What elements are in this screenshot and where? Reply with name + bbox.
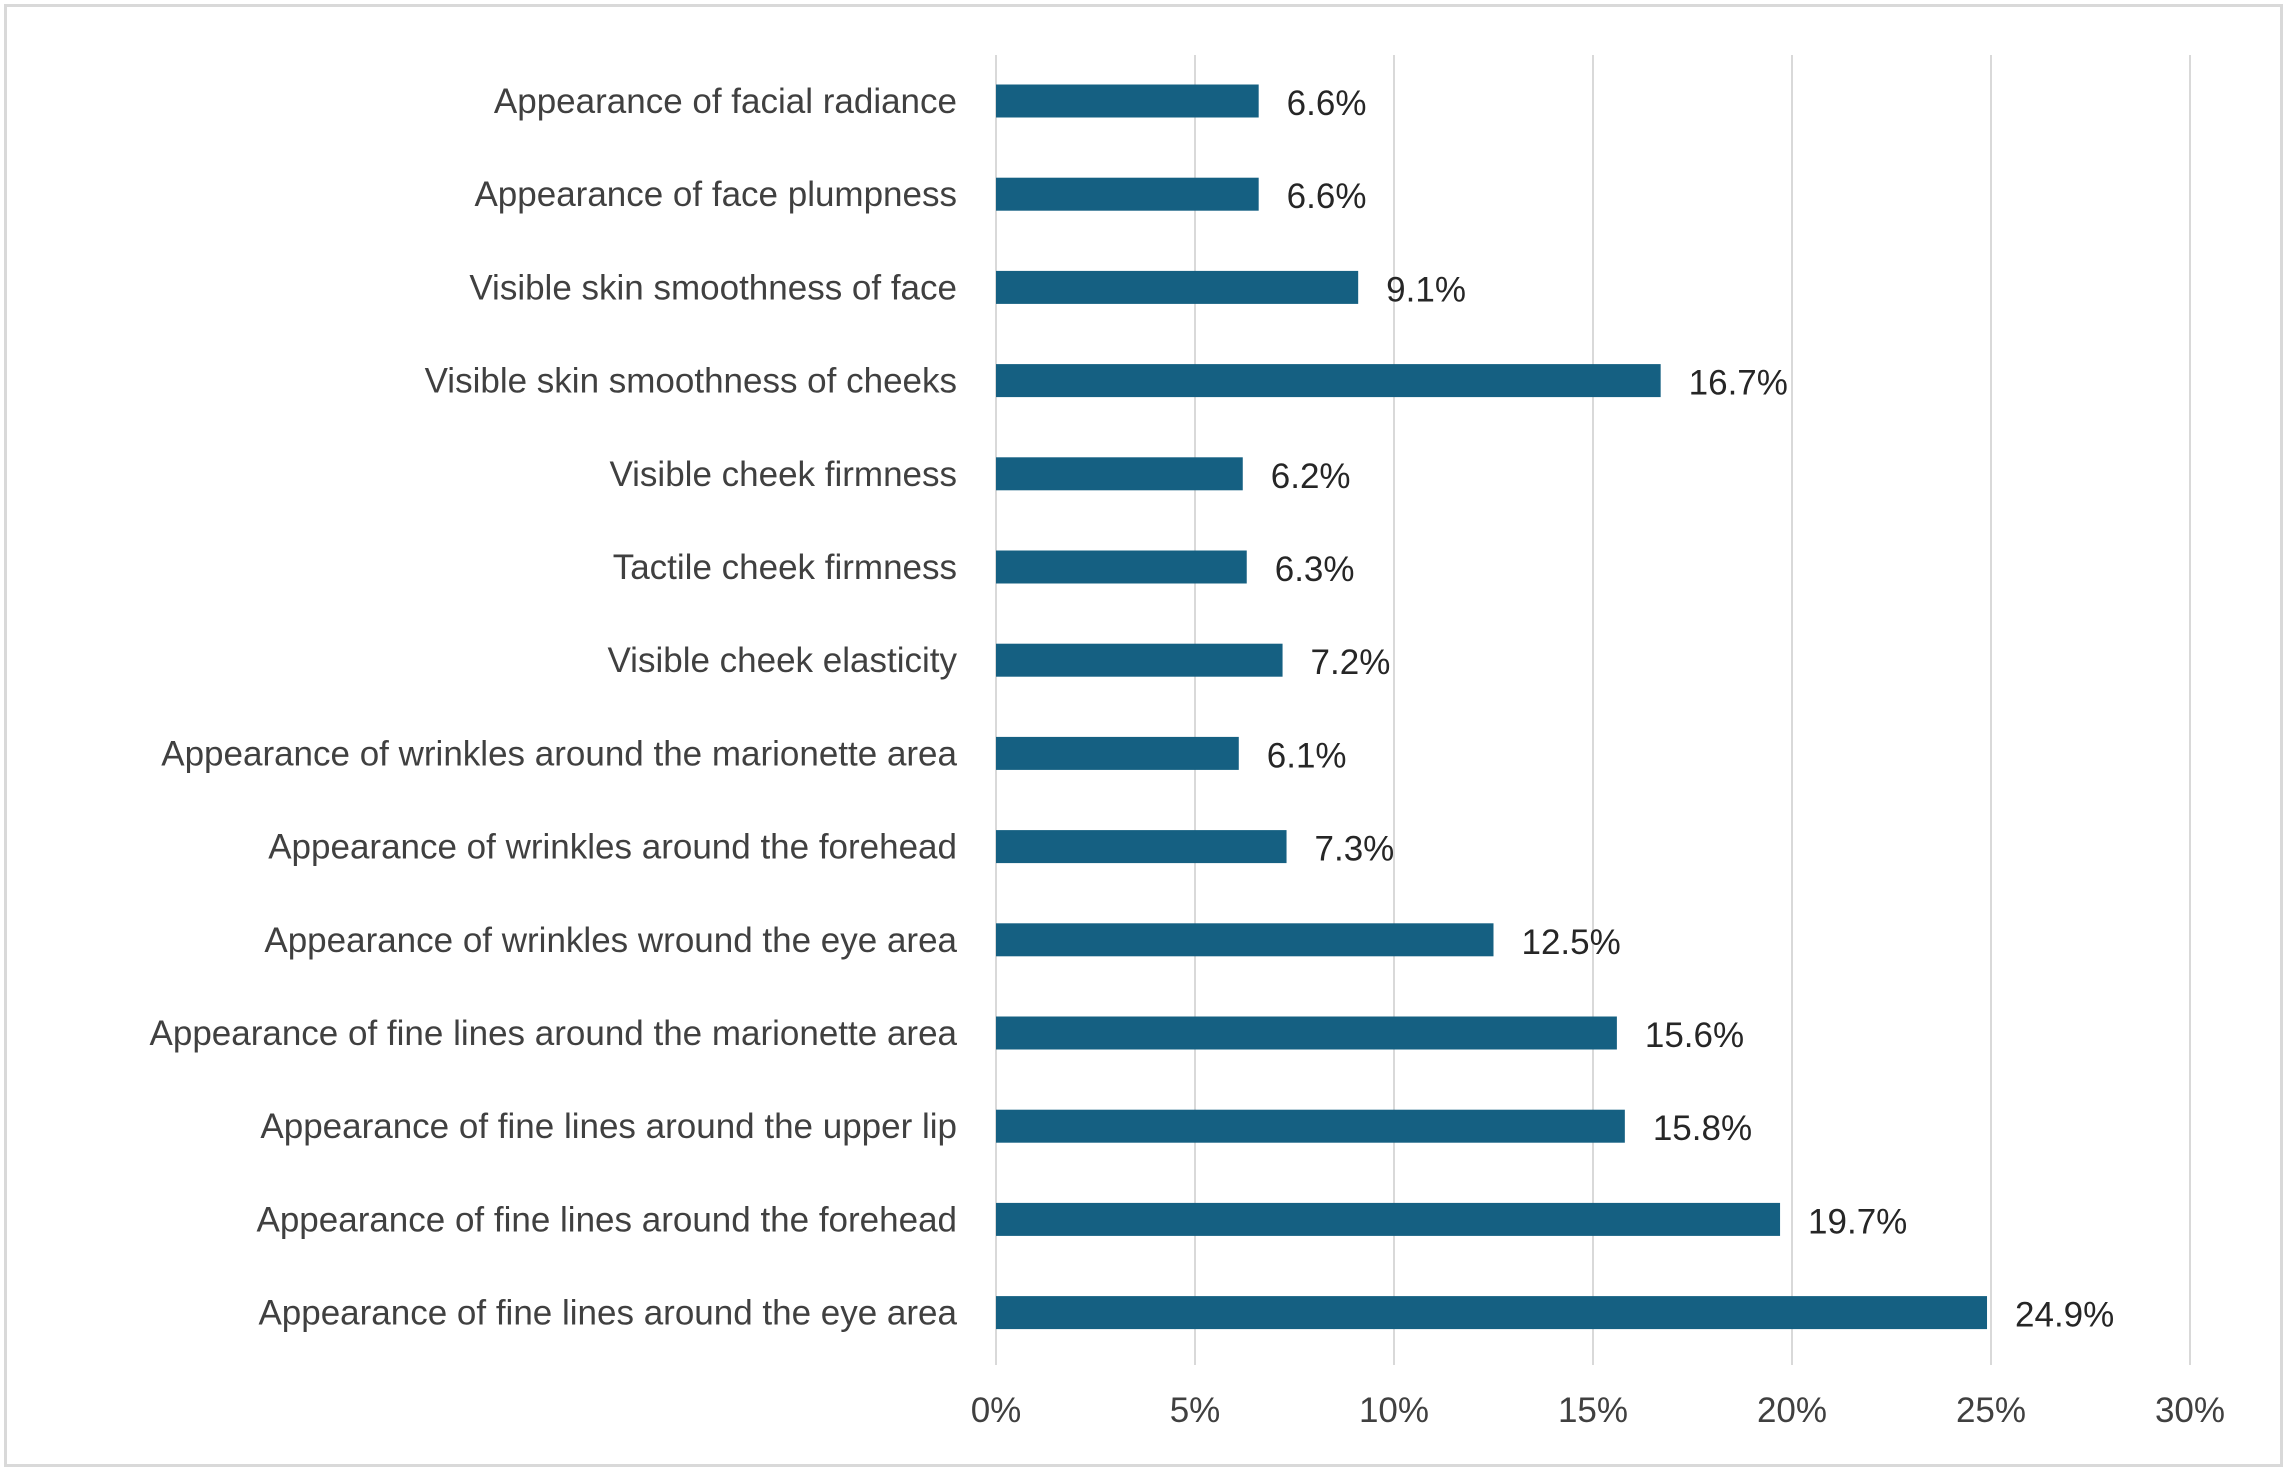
category-label: Visible skin smoothness of face	[469, 268, 957, 307]
category-label: Visible skin smoothness of cheeks	[425, 362, 957, 401]
category-labels: Appearance of facial radiance Appearance …	[150, 82, 958, 1333]
data-label: 6.1%	[1267, 736, 1347, 775]
data-label: 6.2%	[1271, 457, 1351, 496]
bar	[996, 177, 1259, 211]
data-label: 12.5%	[1522, 923, 1621, 962]
bar	[996, 736, 1239, 770]
category-label: Appearance of face plumpness	[474, 175, 957, 214]
x-axis-tick-labels: 0% 5% 10% 15% 20% 25% 30%	[971, 1391, 2225, 1430]
x-tick-label: 15%	[1558, 1391, 1628, 1430]
data-labels: 6.6% 6.6% 9.1% 16.7% 6.2% 6.3% 7.2% 6.1% 7.3% 12.…	[1267, 84, 2114, 1335]
category-label: Appearance of facial radiance	[494, 82, 957, 121]
bar	[996, 364, 1661, 398]
gridlines	[995, 55, 2191, 1365]
bars	[996, 84, 1988, 1330]
bar	[996, 1202, 1781, 1236]
data-label: 19.7%	[1808, 1202, 1907, 1241]
x-tick-label: 25%	[1956, 1391, 2026, 1430]
category-label: Appearance of fine lines around the eye …	[258, 1294, 957, 1333]
data-label: 15.6%	[1645, 1016, 1744, 1055]
data-label: 6.6%	[1287, 84, 1367, 123]
x-tick-label: 30%	[2155, 1391, 2225, 1430]
bar	[996, 1109, 1625, 1143]
data-label: 24.9%	[2015, 1296, 2114, 1335]
x-tick-label: 0%	[971, 1391, 1022, 1430]
category-label: Appearance of fine lines around the fore…	[256, 1200, 957, 1239]
bar	[996, 84, 1259, 118]
data-label: 7.3%	[1315, 830, 1395, 869]
x-tick-label: 20%	[1757, 1391, 1827, 1430]
data-label: 6.6%	[1287, 177, 1367, 216]
x-tick-label: 10%	[1359, 1391, 1429, 1430]
data-label: 9.1%	[1386, 270, 1466, 309]
data-label: 7.2%	[1311, 643, 1391, 682]
category-label: Appearance of wrinkles wround the eye ar…	[264, 921, 957, 960]
bar	[996, 923, 1494, 957]
bar	[996, 457, 1243, 491]
category-label: Appearance of wrinkles around the forehe…	[268, 828, 957, 867]
bar	[996, 643, 1283, 677]
category-label: Appearance of fine lines around the uppe…	[260, 1107, 957, 1146]
bar	[996, 830, 1287, 864]
category-label: Visible cheek elasticity	[607, 641, 957, 680]
bar	[996, 270, 1359, 304]
data-label: 16.7%	[1689, 364, 1788, 403]
category-label: Appearance of wrinkles around the marion…	[161, 734, 957, 773]
data-label: 15.8%	[1653, 1109, 1752, 1148]
x-tick-label: 5%	[1170, 1391, 1221, 1430]
category-label: Tactile cheek firmness	[613, 548, 957, 587]
category-label: Visible cheek firmness	[609, 455, 957, 494]
bar	[996, 1016, 1617, 1050]
category-label: Appearance of fine lines around the mari…	[150, 1014, 958, 1053]
bar	[996, 1296, 1988, 1330]
bar	[996, 550, 1247, 584]
data-label: 6.3%	[1275, 550, 1355, 589]
